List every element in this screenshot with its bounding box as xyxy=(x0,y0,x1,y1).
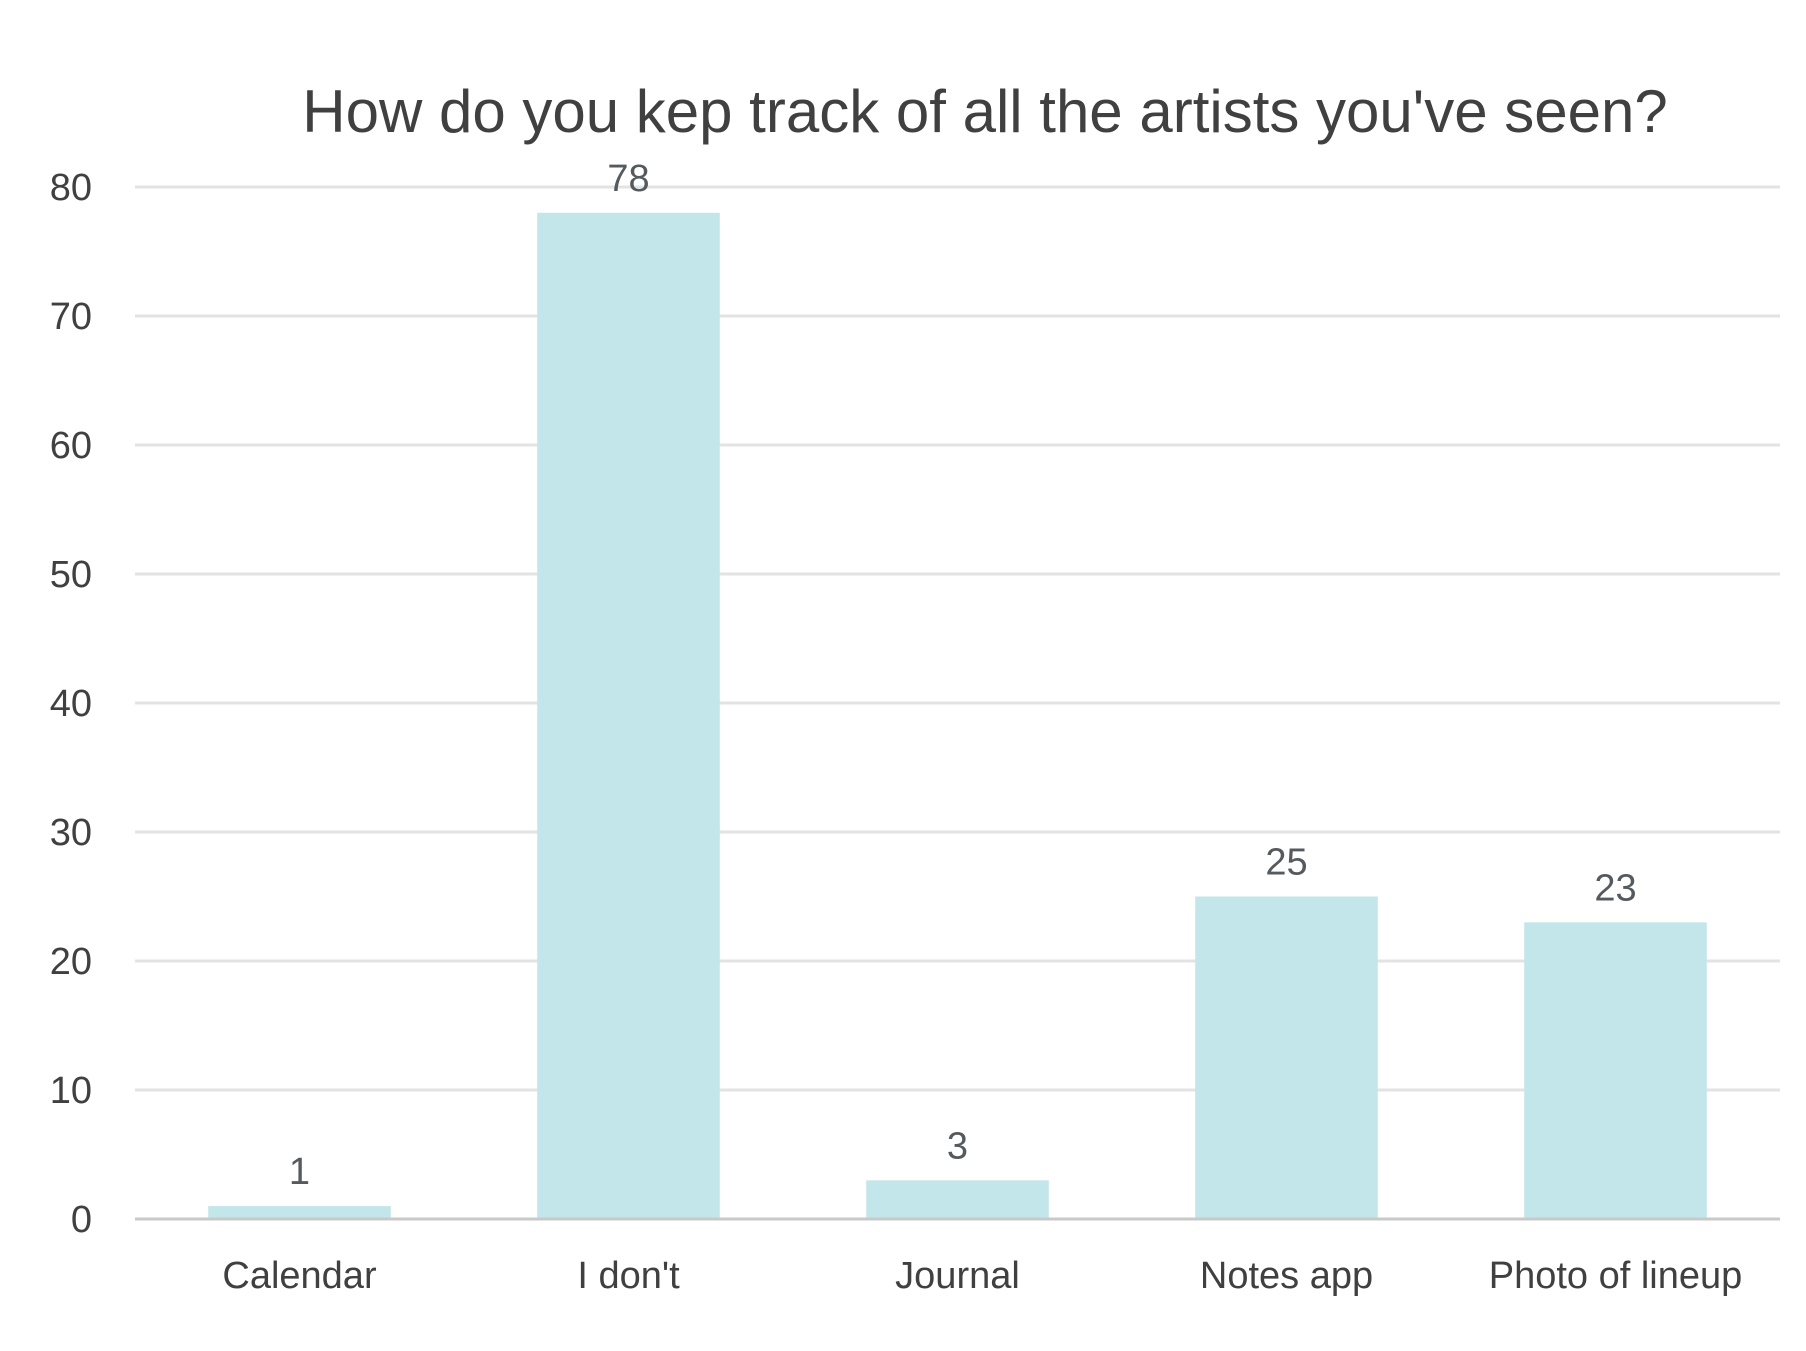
x-tick-label: Notes app xyxy=(1200,1255,1373,1297)
x-axis-category-labels: Calendar I don't Journal Notes app Photo of … xyxy=(222,1255,1742,1297)
y-tick-label: 10 xyxy=(50,1070,92,1112)
y-tick-label: 70 xyxy=(50,296,92,338)
x-tick-label: I don't xyxy=(577,1255,680,1297)
chart-title: How do you kep track of all the artists … xyxy=(302,78,1668,145)
data-labels: 1 78 3 25 23 xyxy=(289,158,1637,1193)
data-label: 1 xyxy=(289,1151,310,1193)
y-tick-label: 80 xyxy=(50,167,92,209)
data-label: 25 xyxy=(1265,842,1307,884)
bars xyxy=(208,212,1707,1220)
x-tick-label: Photo of lineup xyxy=(1489,1255,1743,1297)
x-tick-label: Journal xyxy=(895,1255,1020,1297)
bar xyxy=(208,1206,391,1219)
data-label: 23 xyxy=(1594,867,1636,909)
y-axis-tick-labels: 0 10 20 30 40 50 60 70 80 xyxy=(50,167,92,1241)
y-tick-label: 60 xyxy=(50,425,92,467)
y-tick-label: 0 xyxy=(71,1199,92,1241)
gridlines xyxy=(135,185,1780,1092)
data-label: 78 xyxy=(607,158,649,200)
bar xyxy=(866,1180,1049,1219)
bar xyxy=(537,212,720,1220)
y-tick-label: 40 xyxy=(50,683,92,725)
y-tick-label: 20 xyxy=(50,941,92,983)
y-tick-label: 50 xyxy=(50,554,92,596)
bar xyxy=(1524,922,1707,1219)
bar xyxy=(1195,896,1378,1219)
data-label: 3 xyxy=(947,1125,968,1167)
x-tick-label: Calendar xyxy=(222,1255,377,1297)
y-tick-label: 30 xyxy=(50,812,92,854)
